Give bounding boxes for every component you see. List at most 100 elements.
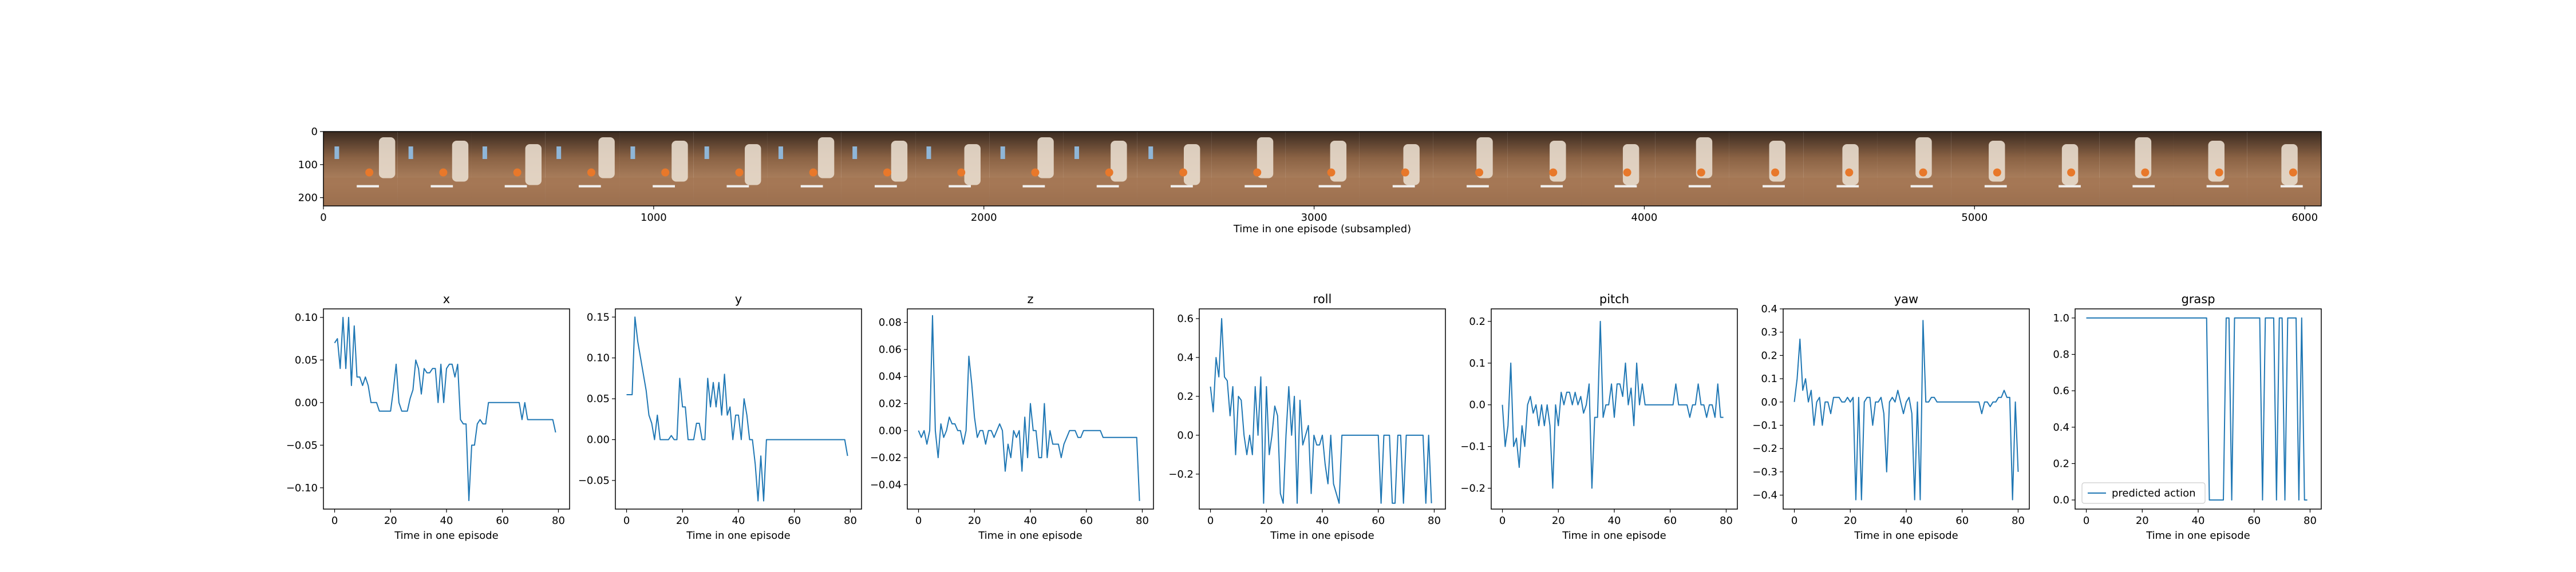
strip-frame xyxy=(841,132,916,206)
xtick-label: 60 xyxy=(496,515,509,527)
strip-frame xyxy=(989,132,1064,206)
ytick-label: −0.04 xyxy=(870,479,902,491)
strip-frame xyxy=(1729,132,1804,206)
ytick-label: 0.6 xyxy=(2053,385,2069,397)
strip-y-ticks: 0 100 200 xyxy=(298,126,323,204)
strip-xtick-label: 4000 xyxy=(1631,212,1658,224)
frame-table xyxy=(1211,177,1286,206)
xtick-label: 40 xyxy=(1024,515,1037,527)
strip-xtick-label: 2000 xyxy=(971,212,997,224)
frame-white-stick xyxy=(430,185,453,188)
frame-robot-arm xyxy=(891,141,908,182)
frame-robot-arm xyxy=(525,144,542,185)
ytick-label: −0.2 xyxy=(1752,443,1777,455)
subplot-title: z xyxy=(1027,292,1033,306)
subplot-grasp: grasp 0 20 40 60 80 0.0 0.2 0.4 0.6 0.8 1.0 Time in … xyxy=(2053,292,2322,542)
frame-table xyxy=(1433,177,1508,206)
episode-image-strip: 0 1000 2000 3000 4000 5000 6000 0 100 200 Time i… xyxy=(298,126,2322,235)
xtick-label: 60 xyxy=(2247,515,2261,527)
ytick-label: 0.0 xyxy=(1761,396,1777,408)
ytick-label: 0.2 xyxy=(1177,391,1194,403)
frame-table xyxy=(989,177,1064,206)
frame-robot-arm xyxy=(1183,144,1200,185)
frame-orange-object xyxy=(2067,168,2076,177)
strip-xtick-label: 0 xyxy=(320,212,326,224)
ytick-label: 0.00 xyxy=(879,425,902,437)
series-line xyxy=(334,316,556,502)
frame-orange-object xyxy=(587,168,595,177)
strip-xtick-label: 6000 xyxy=(2291,212,2318,224)
strip-frame xyxy=(1803,132,1878,206)
xlabel: Time in one episode xyxy=(1270,530,1374,542)
frame-orange-object xyxy=(957,168,966,177)
frame-table xyxy=(545,177,620,206)
frame-robot-arm xyxy=(1696,137,1713,178)
frame-bottle xyxy=(704,146,709,159)
subplot-title: y xyxy=(735,292,742,306)
series-line xyxy=(1502,320,1724,489)
ytick-label: −0.1 xyxy=(1460,441,1485,453)
frame-bottle xyxy=(1000,146,1005,159)
legend-box xyxy=(2081,482,2206,504)
xtick-label: 60 xyxy=(1080,515,1093,527)
strip-frame xyxy=(1877,132,1951,206)
frame-white-stick xyxy=(1688,185,1711,188)
frame-robot-arm xyxy=(1476,137,1493,178)
xtick-label: 0 xyxy=(1791,515,1797,527)
subplot-title: grasp xyxy=(2181,292,2215,306)
frame-white-stick xyxy=(1318,185,1341,188)
strip-xtick-label: 1000 xyxy=(641,212,667,224)
frame-white-stick xyxy=(1763,185,1785,188)
ytick-label: −0.1 xyxy=(1752,419,1777,431)
frame-table xyxy=(1729,177,1804,206)
frame-table xyxy=(1655,177,1729,206)
strip-frame xyxy=(2173,132,2247,206)
frame-table xyxy=(323,177,398,206)
axes-frame xyxy=(615,308,862,510)
frame-table xyxy=(1359,177,1433,206)
frame-white-stick xyxy=(357,185,379,188)
ytick-label: −0.2 xyxy=(1168,468,1194,480)
frame-bottle xyxy=(408,146,413,159)
subplot-title: pitch xyxy=(1599,292,1629,306)
subplot-pitch: pitch 0 20 40 60 80 −0.2 −0.1 0.0 0.1 0.2 Time in o… xyxy=(1460,292,1738,542)
axes-frame xyxy=(1199,308,1446,510)
strip-frame xyxy=(619,132,694,206)
frame-table xyxy=(1803,177,1878,206)
ytick-label: 0.05 xyxy=(587,393,610,405)
frames-group xyxy=(323,132,2321,206)
xtick-label: 80 xyxy=(1428,515,1441,527)
xlabel: Time in one episode xyxy=(686,530,791,542)
axes-frame xyxy=(1783,308,2030,510)
frame-white-stick xyxy=(800,185,823,188)
axes-frame xyxy=(1491,308,1738,510)
ytick-label: 0.4 xyxy=(2053,422,2069,434)
frame-orange-object xyxy=(735,168,744,177)
frame-robot-arm xyxy=(1842,144,1859,185)
frame-orange-object xyxy=(809,168,817,177)
frame-orange-object xyxy=(1253,168,1262,177)
ytick-label: 0.04 xyxy=(879,371,902,383)
xtick-label: 40 xyxy=(1900,515,1913,527)
frame-table xyxy=(2025,177,2100,206)
subplot-roll: roll 0 20 40 60 80 −0.2 0.0 0.2 0.4 0.6 Time in one… xyxy=(1168,292,1446,542)
frame-white-stick xyxy=(2206,185,2229,188)
subplot-x: x 0 20 40 60 80 −0.10 −0.05 0.00 0.05 0.10 Time in … xyxy=(286,292,570,542)
strip-frame xyxy=(545,132,620,206)
xtick-label: 0 xyxy=(1207,515,1214,527)
strip-xtick-label: 3000 xyxy=(1301,212,1327,224)
xtick-label: 80 xyxy=(2304,515,2317,527)
frame-robot-arm xyxy=(1111,141,1127,182)
frame-table xyxy=(2099,177,2174,206)
frame-robot-arm xyxy=(964,144,981,185)
frame-table xyxy=(1951,177,2025,206)
frame-orange-object xyxy=(1475,168,1484,177)
frame-table xyxy=(1581,177,1656,206)
xtick-label: 20 xyxy=(2136,515,2149,527)
xlabel: Time in one episode xyxy=(1562,530,1666,542)
ytick-label: 0.4 xyxy=(1177,352,1194,364)
frame-white-stick xyxy=(1171,185,1193,188)
xtick-label: 40 xyxy=(2192,515,2205,527)
